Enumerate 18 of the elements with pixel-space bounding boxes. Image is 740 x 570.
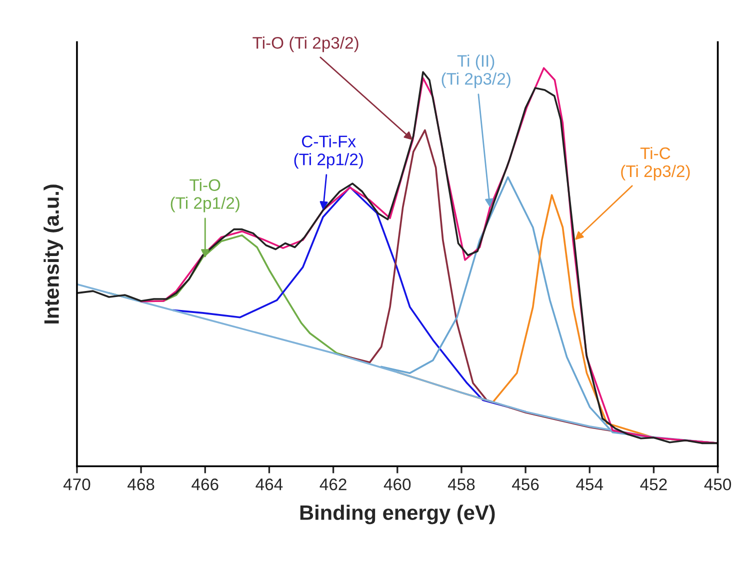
y-axis-title: Intensity (a.u.) (44, 184, 64, 324)
x-tick-label: 450 (704, 478, 732, 490)
x-tick-label: 464 (256, 478, 283, 490)
x-tick-label: 460 (384, 478, 411, 490)
annotation: Ti (II) (Ti 2p3/2) (442, 54, 510, 88)
annotation: Ti-O (Ti 2p1/2) (170, 178, 240, 212)
x-tick-label: 468 (128, 478, 154, 490)
x-tick-label: 452 (640, 478, 667, 490)
x-axis-title: Binding energy (eV) (300, 504, 495, 524)
x-tick-label: 458 (448, 478, 475, 490)
annotation: Ti-O (Ti 2p3/2) (252, 36, 358, 52)
x-tick-label: 466 (192, 478, 218, 490)
annotation: C-Ti-Fx (Ti 2p1/2) (294, 135, 363, 169)
x-tick-label: 462 (320, 478, 346, 490)
x-tick-label: 454 (576, 478, 604, 490)
x-tick-label: 456 (512, 478, 539, 490)
x-tick-label: 470 (63, 478, 90, 490)
annotation: Ti-C (Ti 2p3/2) (621, 146, 690, 180)
